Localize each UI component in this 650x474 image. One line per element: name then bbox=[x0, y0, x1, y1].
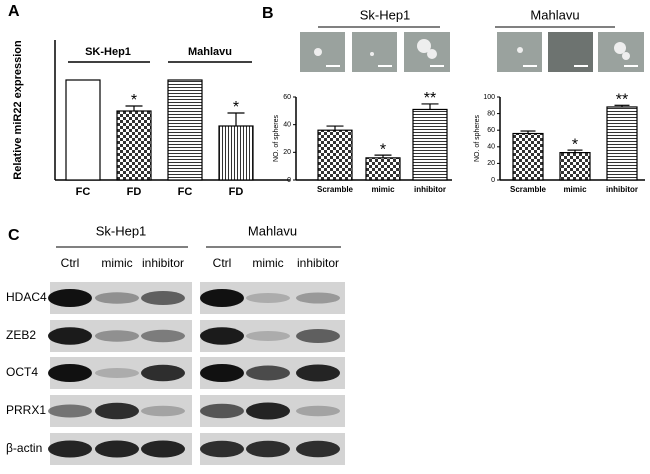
y-tick-label: 20 bbox=[487, 160, 495, 167]
x-tick-label: FD bbox=[229, 186, 244, 198]
blot-band bbox=[95, 368, 139, 378]
y-tick-label: 80 bbox=[487, 110, 495, 117]
significance: * bbox=[572, 136, 578, 153]
cell-line-label: Mahlavu bbox=[248, 223, 297, 238]
y-axis-label: NO. of spheres bbox=[474, 114, 481, 162]
blot-band bbox=[141, 291, 185, 305]
y-tick-label: 40 bbox=[283, 122, 291, 129]
lane-label: mimic bbox=[101, 256, 132, 270]
bar bbox=[65, 79, 101, 181]
blot-band bbox=[95, 330, 139, 342]
group-label: Mahlavu bbox=[188, 46, 232, 58]
protein-label: OCT4 bbox=[6, 365, 38, 379]
x-tick-label: inhibitor bbox=[414, 185, 446, 194]
blot-band bbox=[141, 405, 185, 417]
protein-label: PRRX1 bbox=[6, 403, 46, 417]
group-title: Mahlavu bbox=[530, 7, 579, 22]
blot-band bbox=[246, 293, 290, 303]
blot-band bbox=[141, 364, 185, 382]
blot-band bbox=[200, 289, 244, 307]
bar bbox=[365, 157, 401, 181]
lane-label: inhibitor bbox=[297, 256, 339, 270]
x-tick-label: FC bbox=[178, 186, 193, 198]
protein-label: HDAC4 bbox=[6, 290, 47, 304]
lane-label: mimic bbox=[252, 256, 283, 270]
y-tick-label: 100 bbox=[483, 94, 495, 101]
bar bbox=[317, 129, 353, 181]
blot-band bbox=[200, 403, 244, 419]
bar bbox=[606, 106, 638, 181]
blot-band bbox=[200, 440, 244, 458]
x-tick-label: inhibitor bbox=[606, 185, 638, 194]
significance: ** bbox=[616, 92, 628, 109]
y-axis-label: Relative miR22 expression bbox=[12, 40, 24, 180]
blot-band bbox=[246, 331, 290, 341]
group-title: Sk-Hep1 bbox=[360, 7, 411, 22]
panel-label: A bbox=[8, 3, 20, 20]
significance: * bbox=[233, 99, 239, 116]
x-tick-label: FD bbox=[127, 186, 142, 198]
y-tick-label: 20 bbox=[283, 149, 291, 156]
x-tick-label: mimic bbox=[563, 185, 587, 194]
blot-band bbox=[246, 365, 290, 381]
blot-band bbox=[48, 404, 92, 418]
blot-band bbox=[48, 364, 92, 382]
blot-band bbox=[141, 329, 185, 343]
bar bbox=[218, 125, 254, 181]
protein-label: ZEB2 bbox=[6, 328, 36, 342]
x-tick-label: Scramble bbox=[317, 185, 354, 194]
significance: * bbox=[131, 92, 137, 109]
x-tick-label: mimic bbox=[371, 185, 395, 194]
lane-label: Ctrl bbox=[213, 256, 232, 270]
y-tick-label: 40 bbox=[487, 144, 495, 151]
panel-label: C bbox=[8, 227, 20, 244]
blot-band bbox=[296, 364, 340, 382]
y-tick-label: 60 bbox=[283, 94, 291, 101]
blot-band bbox=[200, 327, 244, 345]
blot-band bbox=[95, 402, 139, 420]
blot-band bbox=[296, 405, 340, 417]
protein-label: β-actin bbox=[6, 441, 42, 455]
cell-line-label: Sk-Hep1 bbox=[96, 223, 147, 238]
micrographs bbox=[300, 32, 644, 72]
blot-band bbox=[95, 292, 139, 304]
blot-band bbox=[48, 327, 92, 345]
blot-band bbox=[48, 440, 92, 458]
blot-band bbox=[296, 440, 340, 458]
bar bbox=[167, 79, 203, 181]
bar bbox=[512, 132, 544, 181]
blot-band bbox=[95, 440, 139, 458]
lane-label: Ctrl bbox=[61, 256, 80, 270]
blot-band bbox=[48, 289, 92, 307]
blot-band bbox=[141, 440, 185, 458]
blot-band bbox=[296, 292, 340, 304]
y-tick-label: 60 bbox=[487, 127, 495, 134]
bar bbox=[412, 108, 448, 181]
bar bbox=[116, 110, 152, 181]
blot-band bbox=[296, 329, 340, 343]
y-tick-label: 0 bbox=[491, 177, 495, 184]
significance: * bbox=[380, 141, 386, 158]
bar bbox=[559, 152, 591, 181]
lane-label: inhibitor bbox=[142, 256, 184, 270]
blot-band bbox=[246, 440, 290, 458]
blot-band bbox=[246, 402, 290, 420]
panel-label: B bbox=[262, 5, 274, 22]
blot-band bbox=[200, 364, 244, 382]
x-tick-label: Scramble bbox=[510, 185, 547, 194]
y-tick-label: 0 bbox=[287, 177, 291, 184]
group-label: SK-Hep1 bbox=[85, 46, 131, 58]
y-axis-label: NO. of spheres bbox=[273, 114, 280, 162]
x-tick-label: FC bbox=[76, 186, 91, 198]
significance: ** bbox=[424, 90, 436, 107]
